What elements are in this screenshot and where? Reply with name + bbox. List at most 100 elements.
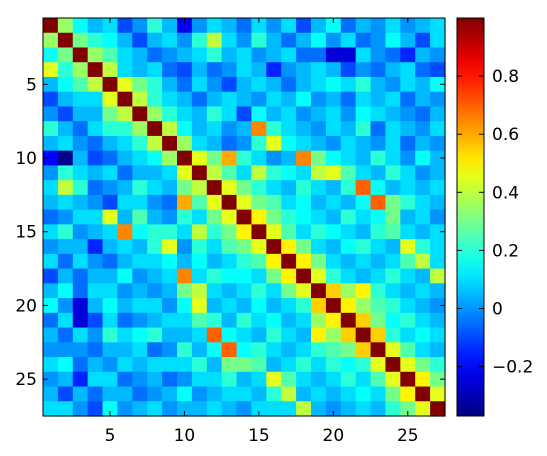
- heatmap-cell: [72, 253, 89, 270]
- heatmap-cell: [251, 180, 267, 196]
- heatmap-cell: [102, 62, 119, 78]
- heatmap-cell: [311, 283, 327, 299]
- heatmap-cell: [162, 209, 178, 225]
- heatmap-cell: [370, 209, 387, 225]
- heatmap-cell: [102, 32, 119, 49]
- heatmap-cell: [72, 268, 89, 284]
- heatmap-cell: [281, 298, 297, 314]
- colorbar-tick-label: 0.6: [492, 125, 519, 145]
- heatmap-cell: [177, 342, 193, 358]
- heatmap-cell: [43, 268, 59, 284]
- heatmap-cell: [147, 165, 163, 181]
- heatmap-cell: [117, 298, 133, 314]
- heatmap-cell: [281, 224, 297, 240]
- heatmap-cell: [415, 106, 431, 122]
- heatmap-cell: [221, 62, 238, 78]
- heatmap-cell: [147, 32, 163, 49]
- heatmap-cell: [415, 165, 431, 181]
- heatmap-cell: [296, 32, 312, 49]
- heatmap-cell: [370, 180, 387, 196]
- heatmap-cell: [266, 18, 282, 34]
- heatmap-cell: [236, 106, 253, 122]
- heatmap-cell: [72, 239, 89, 255]
- heatmap-cell: [177, 194, 193, 211]
- heatmap-cell: [266, 268, 282, 284]
- heatmap-cell: [296, 165, 312, 181]
- heatmap-cell: [147, 106, 163, 122]
- heatmap-cell: [132, 165, 148, 181]
- heatmap-cell: [430, 224, 446, 240]
- heatmap-cell: [281, 91, 297, 108]
- heatmap-cell: [311, 135, 327, 152]
- heatmap-cell: [355, 47, 372, 63]
- heatmap-cells: [43, 18, 446, 417]
- heatmap-cell: [117, 253, 133, 270]
- heatmap-cell: [236, 283, 253, 299]
- heatmap-cell: [325, 298, 342, 314]
- heatmap-cell: [355, 121, 372, 137]
- heatmap-cell: [296, 371, 312, 388]
- heatmap-cell: [162, 91, 178, 108]
- heatmap-cell: [147, 91, 163, 108]
- heatmap-cell: [266, 224, 282, 240]
- heatmap-cell: [400, 47, 416, 63]
- heatmap-cell: [87, 386, 104, 402]
- heatmap-cell: [325, 312, 342, 329]
- heatmap-cell: [206, 298, 223, 314]
- heatmap-cell: [177, 121, 193, 137]
- heatmap-cell: [311, 357, 327, 373]
- heatmap-cell: [311, 268, 327, 284]
- heatmap-cell: [206, 327, 223, 343]
- heatmap-cell: [370, 194, 387, 211]
- heatmap-cell: [415, 32, 431, 49]
- heatmap-cell: [400, 342, 416, 358]
- heatmap-cell: [266, 135, 282, 152]
- heatmap-cell: [102, 18, 119, 34]
- heatmap-cell: [147, 386, 163, 402]
- heatmap-cell: [221, 106, 238, 122]
- heatmap-cell: [117, 194, 133, 211]
- heatmap-cell: [385, 121, 401, 137]
- heatmap-cell: [87, 283, 104, 299]
- heatmap-cell: [251, 283, 267, 299]
- heatmap-cell: [355, 194, 372, 211]
- heatmap-cell: [87, 32, 104, 49]
- heatmap-cell: [57, 91, 74, 108]
- heatmap-cell: [430, 106, 446, 122]
- heatmap-cell: [325, 106, 342, 122]
- heatmap-cell: [236, 342, 253, 358]
- heatmap-cell: [251, 209, 267, 225]
- heatmap-cell: [177, 268, 193, 284]
- heatmap-cell: [221, 253, 238, 270]
- heatmap-cell: [355, 357, 372, 373]
- heatmap-cell: [430, 283, 446, 299]
- heatmap-cell: [281, 18, 297, 34]
- x-tick-label: 5: [105, 426, 116, 446]
- colorbar-tick-label: 0.8: [492, 67, 519, 87]
- heatmap-cell: [87, 180, 104, 196]
- heatmap-cell: [385, 135, 401, 152]
- heatmap-cell: [177, 298, 193, 314]
- heatmap-cell: [325, 194, 342, 211]
- heatmap-cell: [177, 165, 193, 181]
- heatmap-cell: [43, 32, 59, 49]
- heatmap-cell: [177, 327, 193, 343]
- heatmap-cell: [385, 76, 401, 93]
- heatmap-cell: [72, 312, 89, 329]
- heatmap-cell: [132, 401, 148, 417]
- heatmap-cell: [415, 386, 431, 402]
- heatmap-cell: [206, 371, 223, 388]
- colorbar: [456, 17, 485, 417]
- heatmap-cell: [147, 150, 163, 167]
- heatmap-cell: [221, 371, 238, 388]
- heatmap-cell: [430, 253, 446, 270]
- heatmap-cell: [147, 224, 163, 240]
- heatmap-cell: [117, 32, 133, 49]
- heatmap-cell: [281, 135, 297, 152]
- heatmap-cell: [102, 121, 119, 137]
- heatmap-cell: [430, 327, 446, 343]
- heatmap-cell: [415, 76, 431, 93]
- heatmap-cell: [236, 165, 253, 181]
- heatmap-cell: [177, 62, 193, 78]
- colorbar-tick-label: 0.2: [492, 241, 519, 261]
